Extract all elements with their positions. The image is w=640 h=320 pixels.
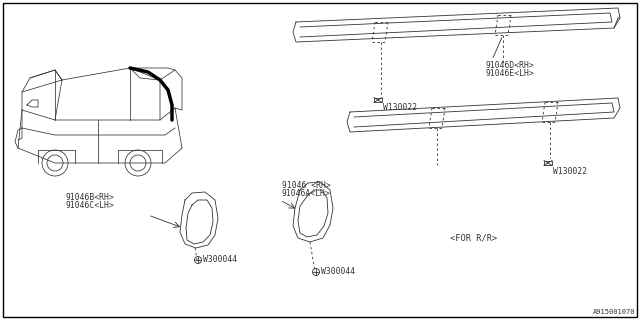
Text: 91046D<RH>: 91046D<RH> bbox=[485, 60, 534, 69]
Text: 91046C<LH>: 91046C<LH> bbox=[65, 201, 114, 210]
Text: W130022: W130022 bbox=[553, 166, 587, 175]
Text: W300044: W300044 bbox=[321, 268, 355, 276]
Text: W300044: W300044 bbox=[203, 255, 237, 265]
Text: A915001070: A915001070 bbox=[593, 309, 635, 315]
Text: 91046B<RH>: 91046B<RH> bbox=[65, 193, 114, 202]
Text: 91046 <RH>: 91046 <RH> bbox=[282, 180, 331, 189]
Text: 91046A<LH>: 91046A<LH> bbox=[282, 188, 331, 197]
Text: <FOR R/R>: <FOR R/R> bbox=[450, 234, 497, 243]
Text: W130022: W130022 bbox=[383, 103, 417, 113]
Text: 91046E<LH>: 91046E<LH> bbox=[485, 68, 534, 77]
